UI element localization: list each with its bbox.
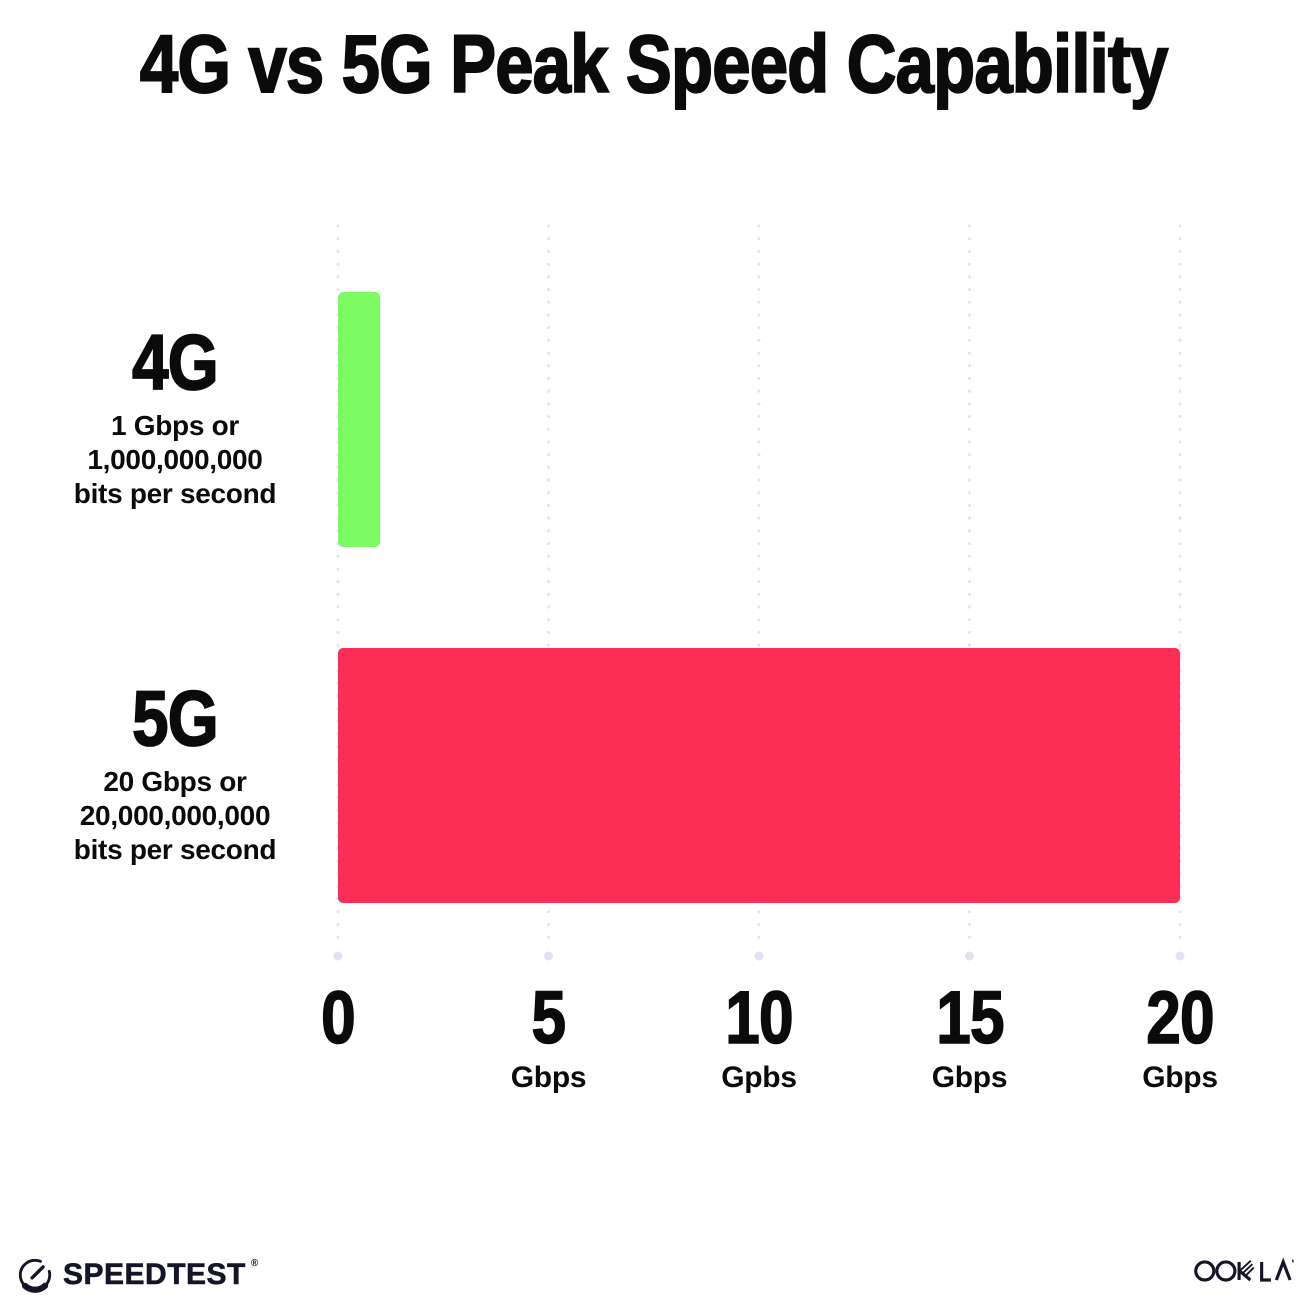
ookla-logo	[1194, 1255, 1294, 1290]
x-tick-unit: Gbps	[1142, 1061, 1218, 1094]
x-tick-value: 0	[318, 976, 358, 1059]
row-label-4g-subline: 1,000,000,000	[87, 444, 263, 476]
row-label-4g: 4G 1 Gbps or 1,000,000,000 bits per seco…	[30, 318, 320, 511]
row-label-4g-heading-text: 4G	[131, 318, 219, 406]
x-tick-value-text: 0	[320, 976, 356, 1059]
x-tick-value-text: 5	[531, 976, 567, 1059]
row-label-4g-heading: 4G	[30, 318, 320, 406]
x-tick-unit: Gbps	[510, 1061, 587, 1094]
x-tick-value: 20	[1140, 976, 1220, 1059]
page-title-text: 4G vs 5G Peak Speed Capability	[139, 19, 1169, 110]
row-label-4g-subline: 1 Gbps or	[111, 410, 239, 442]
x-tick: 20 Gbps	[1140, 976, 1220, 1094]
trademark-symbol: ®	[250, 1258, 259, 1269]
x-tick-value: 5	[511, 976, 586, 1059]
ookla-wordmark-icon	[1194, 1257, 1294, 1282]
x-tick: 0	[318, 976, 358, 1061]
x-tick: 15 Gbps	[929, 976, 1009, 1094]
bar-4g	[338, 292, 381, 547]
row-label-5g-subline: bits per second	[73, 834, 277, 866]
x-tick-value: 10	[719, 976, 799, 1059]
x-tick-value-text: 15	[935, 976, 1005, 1059]
row-label-5g-subline: 20 Gbps or	[103, 766, 247, 798]
x-tick: 5 Gbps	[510, 976, 587, 1094]
speedtest-logo: SPEEDTEST ®	[16, 1256, 258, 1294]
row-label-5g: 5G 20 Gbps or 20,000,000,000 bits per se…	[30, 674, 320, 867]
row-label-5g-heading: 5G	[30, 674, 320, 762]
x-tick-value-text: 10	[725, 976, 795, 1059]
gridline-end-dot	[965, 951, 974, 961]
gridline-end-dot	[544, 951, 553, 961]
page-title: 4G vs 5G Peak Speed Capability	[0, 19, 1308, 110]
chart-plot-area	[333, 222, 1185, 962]
speedtest-wordmark: SPEEDTEST	[63, 1258, 246, 1291]
x-tick-unit: Gpbs	[721, 1061, 797, 1094]
gridline-end-dot	[1175, 951, 1185, 961]
row-label-5g-subline: 20,000,000,000	[79, 800, 271, 832]
row-label-5g-heading-text: 5G	[131, 674, 219, 762]
gridline-end-dot	[754, 951, 764, 961]
x-tick-unit: Gbps	[931, 1061, 1008, 1094]
x-tick: 10 Gpbs	[719, 976, 799, 1094]
gridline-end-dot	[333, 951, 343, 961]
x-tick-value-text: 20	[1146, 976, 1216, 1059]
x-axis: 0 5 Gbps 10 Gpbs 15 Gbps 20 Gbps	[320, 976, 1218, 1101]
row-label-4g-subline: bits per second	[73, 478, 277, 510]
bar-5g	[338, 648, 1180, 903]
speedometer-icon	[17, 1257, 53, 1293]
x-tick-value: 15	[929, 976, 1009, 1059]
